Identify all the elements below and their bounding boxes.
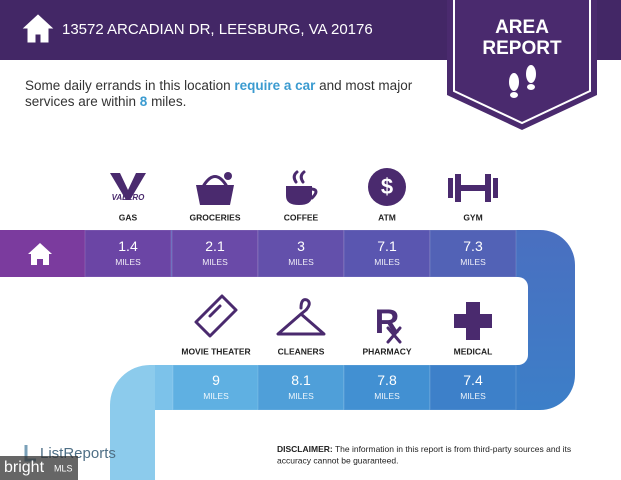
intro-text: and most major [315, 78, 412, 93]
distance-cell [429, 364, 517, 411]
disclaimer: DISCLAIMER: The information in this repo… [277, 444, 571, 454]
watermark: MLS [54, 463, 73, 473]
badge-border [453, 0, 591, 125]
coffee-icon [286, 170, 318, 205]
distance-cell [257, 364, 345, 411]
distance: 2.1 [205, 238, 225, 254]
badge [447, 0, 597, 130]
route-band [155, 365, 173, 410]
distance: 7.1 [377, 238, 397, 254]
intro-highlight: require a car [234, 78, 316, 93]
distance-unit: MILES [374, 391, 400, 401]
disclaimer-text: accuracy cannot be guaranteed. [277, 455, 398, 465]
distance-cell [172, 364, 260, 411]
route-band [110, 365, 160, 480]
distance: 9 [212, 372, 220, 388]
footprints-icon [509, 65, 536, 98]
distance: 7.8 [377, 372, 397, 388]
intro-text: Some daily errands in this location [25, 78, 234, 93]
groceries-icon [196, 172, 234, 205]
intro-line: services are within 8 miles. [25, 94, 186, 109]
intro-line: Some daily errands in this location requ… [25, 78, 413, 93]
distance-cell [429, 229, 517, 278]
home-icon [22, 14, 54, 43]
distance-cell [171, 229, 259, 278]
atm-icon: $ [368, 168, 406, 206]
disclaimer-text: The information in this report is from t… [333, 444, 571, 454]
distance-unit: MILES [115, 257, 141, 267]
badge-title: AREA [495, 17, 549, 38]
address: 13572 ARCADIAN DR, LEESBURG, VA 20176 [62, 21, 373, 38]
medical-icon [454, 302, 492, 340]
distance-unit: MILES [374, 257, 400, 267]
badge-title: REPORT [482, 38, 562, 59]
distance: 7.4 [463, 372, 483, 388]
distance-unit: MILES [202, 257, 228, 267]
atm-symbol: $ [381, 174, 393, 199]
amenity-label: ATM [378, 212, 396, 222]
amenity-label: CLEANERS [278, 346, 325, 356]
distance-cell [343, 364, 431, 411]
amenity-label: MEDICAL [454, 346, 493, 356]
cleaners-icon [276, 298, 326, 336]
distance-cell [343, 229, 431, 278]
distance-unit: MILES [203, 391, 229, 401]
distance-unit: MILES [288, 391, 314, 401]
home-icon [28, 243, 52, 265]
distance: 1.4 [118, 238, 138, 254]
valero-text: VALERO [112, 193, 146, 202]
amenity-label: GAS [119, 212, 138, 222]
distance-unit: MILES [288, 257, 314, 267]
amenity-label: GROCERIES [189, 212, 240, 222]
pharmacy-icon: R [375, 303, 402, 344]
distance-unit: MILES [460, 391, 486, 401]
watermark-bg [0, 456, 78, 480]
intro-text: miles. [147, 94, 186, 109]
amenity-label: MOVIE THEATER [181, 346, 250, 356]
intro-highlight: 8 [140, 94, 148, 109]
gym-icon [448, 174, 498, 202]
amenity-label: PHARMACY [362, 346, 411, 356]
distance-cell [84, 229, 172, 278]
amenity-label: COFFEE [284, 212, 319, 222]
distance: 7.3 [463, 238, 483, 254]
amenity-label: GYM [463, 212, 482, 222]
route-gap [0, 277, 528, 365]
distance: 8.1 [291, 372, 311, 388]
movie-icon [194, 294, 238, 338]
intro-text: services are within [25, 94, 140, 109]
gas-icon: VALERO [110, 173, 146, 202]
distance-cell [257, 229, 345, 278]
disclaimer-label: DISCLAIMER: [277, 444, 333, 454]
distance-unit: MILES [460, 257, 486, 267]
watermark: bright [4, 459, 45, 476]
distance: 3 [297, 238, 305, 254]
